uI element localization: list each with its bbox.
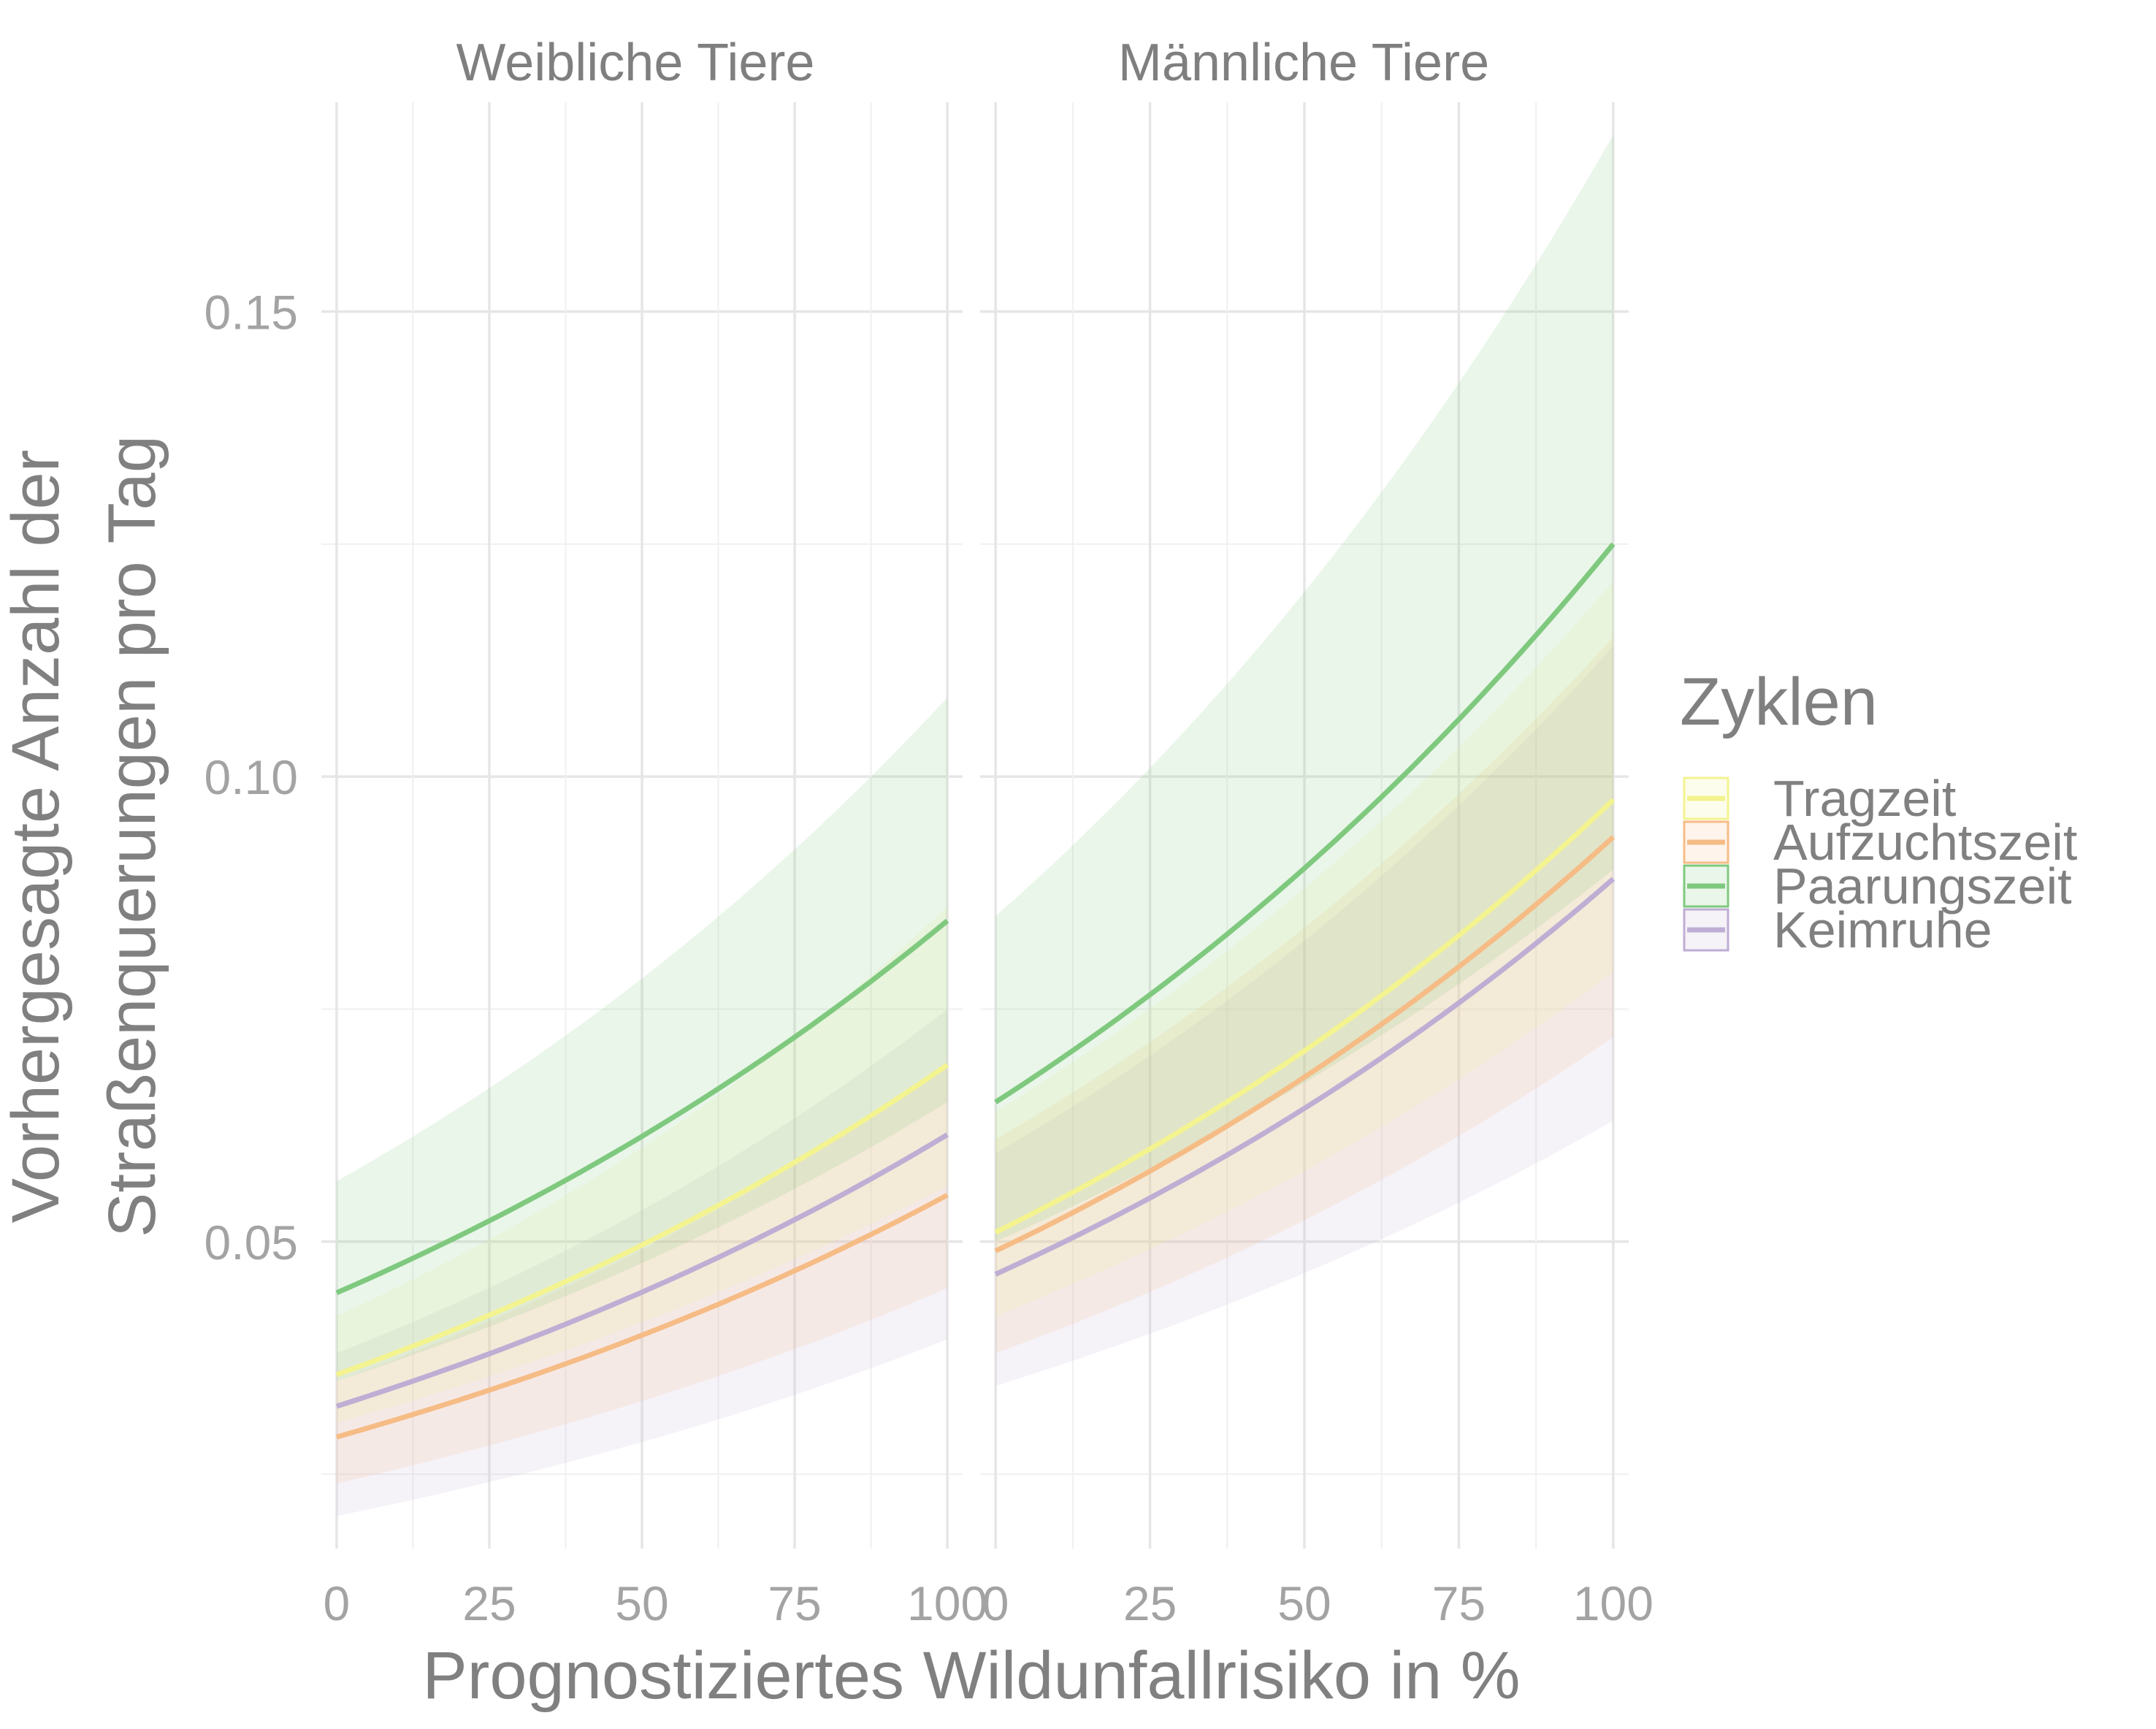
x-tick-label: 25 xyxy=(462,1576,516,1630)
legend-label: Paarungszeit xyxy=(1773,858,2072,915)
x-tick-label: 25 xyxy=(1123,1576,1177,1630)
x-tick-label: 0 xyxy=(324,1576,351,1630)
x-tick-label: 50 xyxy=(1277,1576,1331,1630)
series-line-paarungszeit xyxy=(994,542,1616,1104)
ci-ribbon-keimruhe xyxy=(995,646,1613,1386)
grid-layer xyxy=(321,102,1629,1549)
x-axis-title: Prognostiziertes Wildunfallrisiko in % xyxy=(422,1638,1520,1713)
legend: TragzeitAufzuchtszeitPaarungszeitKeimruh… xyxy=(1683,770,2077,958)
y-tick-label: 0.10 xyxy=(204,750,298,804)
legend-label: Aufzuchtszeit xyxy=(1773,814,2077,871)
x-tick-label: 50 xyxy=(615,1576,668,1630)
x-tick-label: 75 xyxy=(1432,1576,1486,1630)
facet-title-right: Männliche Tiere xyxy=(1118,34,1489,92)
x-tick-label: 0 xyxy=(982,1576,1009,1630)
series-line-keimruhe xyxy=(994,877,1616,1277)
x-tick-label: 75 xyxy=(768,1576,821,1630)
line-layer xyxy=(335,542,1616,1440)
x-tick-label: 100 xyxy=(907,1576,987,1630)
ribbon-layer xyxy=(336,134,1613,1516)
y-axis-ticks: 0.05 0.10 0.15 xyxy=(204,285,298,1269)
ci-ribbon-aufzuchtszeit xyxy=(995,637,1613,1354)
series-line-paarungszeit xyxy=(335,918,949,1296)
legend-title: Zyklen xyxy=(1680,665,1878,739)
ci-ribbon-tragzeit xyxy=(336,907,948,1424)
x-tick-label: 100 xyxy=(1573,1576,1654,1630)
series-line-aufzuchtszeit xyxy=(335,1193,949,1440)
facet-title-left: Weibliche Tiere xyxy=(456,34,815,92)
ci-ribbon-aufzuchtszeit xyxy=(336,1064,948,1484)
ci-ribbon-tragzeit xyxy=(995,581,1613,1316)
y-tick-label: 0.15 xyxy=(204,285,298,339)
legend-label: Tragzeit xyxy=(1773,770,1956,827)
y-axis-title-line1: Vorhergesagte Anzahl der xyxy=(0,450,73,1224)
ci-ribbon-paarungszeit xyxy=(336,697,948,1381)
series-line-tragzeit xyxy=(994,798,1616,1235)
series-line-tragzeit xyxy=(335,1063,949,1378)
y-tick-label: 0.05 xyxy=(204,1215,298,1270)
series-line-aufzuchtszeit xyxy=(994,835,1616,1253)
legend-label: Keimruhe xyxy=(1773,901,1992,958)
series-line-keimruhe xyxy=(335,1132,949,1409)
y-axis-title-line2: Straßenquerungen pro Tag xyxy=(95,435,169,1237)
